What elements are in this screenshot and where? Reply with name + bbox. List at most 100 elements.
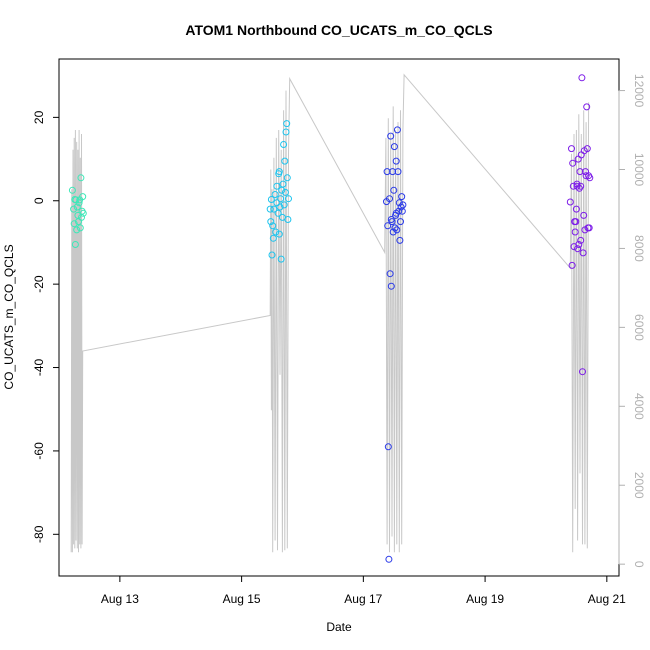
data-point [568,261,576,269]
data-point [575,241,583,248]
x-tick-label: Aug 19 [466,592,504,606]
data-point [395,199,403,207]
altitude-line-layer [70,73,590,553]
data-point [267,218,275,226]
data-point [267,196,275,203]
data-point [271,191,279,198]
data-point [387,216,395,223]
data-point [572,218,580,226]
data-point [282,128,290,136]
y-axis-label: CO_UCATS_m_CO_QCLS [2,244,16,389]
y-tick-label: 20 [32,110,46,124]
data-point [583,145,591,153]
y2-tick-label: 2000 [632,472,646,499]
data-point [277,255,285,263]
x-axis: Aug 13 Aug 15 Aug 17 Aug 19 Aug 21 [101,575,626,606]
data-point [384,222,392,230]
data-point [75,199,83,207]
y-axis-left: -80 -60 -40 -20 0 20 [32,110,60,543]
data-point [70,220,78,228]
data-point [387,282,395,290]
y-tick-label: 0 [32,197,46,204]
data-point [569,182,577,190]
x-tick-label: Aug 15 [223,592,261,606]
y-tick-label: -20 [32,275,46,293]
data-point [280,141,288,148]
y-tick-label: -40 [32,359,46,377]
data-point [272,228,280,236]
data-point [387,132,395,140]
data-point [569,159,577,167]
altitude-line [70,73,590,553]
data-point [397,218,404,226]
data-point [397,203,405,211]
data-point [566,198,574,206]
data-point [574,245,582,253]
data-point [73,226,81,234]
data-point [71,241,79,248]
data-point [390,186,398,194]
data-point [578,74,586,82]
data-point [385,555,393,563]
data-point [386,195,393,203]
data-point [571,228,579,236]
data-point [579,368,586,376]
data-point [79,209,87,217]
data-point [281,188,289,196]
data-point [77,174,85,182]
data-point [573,180,581,188]
data-point [70,205,78,213]
data-point [393,226,401,234]
data-point [393,126,401,134]
data-points-layer [68,74,594,563]
x-tick-label: Aug 17 [344,592,382,606]
data-point [389,168,397,176]
y2-tick-label: 6000 [632,314,646,341]
y2-tick-label: 4000 [632,393,646,420]
data-point [68,186,76,194]
data-point [391,224,399,232]
y2-tick-label: 0 [632,561,646,568]
data-point [277,195,285,203]
data-point [392,157,400,165]
data-point [398,193,406,201]
data-point [273,199,281,207]
data-point [285,195,292,203]
series-3 [383,126,407,563]
data-point [270,205,278,213]
data-point [389,228,397,236]
y-tick-label: -60 [32,442,46,460]
series-2 [266,120,292,263]
data-point [269,222,277,230]
y-axis-right: 0 2000 4000 6000 8000 10000 12000 [618,74,646,568]
data-point [586,174,594,182]
data-point [583,103,591,111]
data-point [266,205,274,213]
series-1 [68,174,87,248]
data-point [572,205,580,213]
data-point [268,251,276,259]
data-point [399,201,407,209]
data-point [577,182,585,190]
data-point [279,180,287,188]
plot-area [58,58,620,577]
data-point [269,234,277,242]
y2-tick-label: 8000 [632,235,646,262]
data-point [396,236,404,244]
y-tick-label: -80 [32,525,46,543]
data-point [283,120,291,128]
data-point [386,270,394,278]
chart-title: ATOM1 Northbound CO_UCATS_m_CO_QCLS [185,22,492,38]
data-point [582,172,590,180]
data-point [73,203,81,211]
data-point [577,236,585,244]
data-point [384,443,392,451]
data-point [281,157,289,165]
data-point [284,216,292,223]
x-tick-label: Aug 21 [588,592,626,606]
data-point [273,182,281,190]
data-point [390,143,398,151]
data-point [392,209,400,217]
data-point [275,230,283,238]
data-point [585,224,593,232]
